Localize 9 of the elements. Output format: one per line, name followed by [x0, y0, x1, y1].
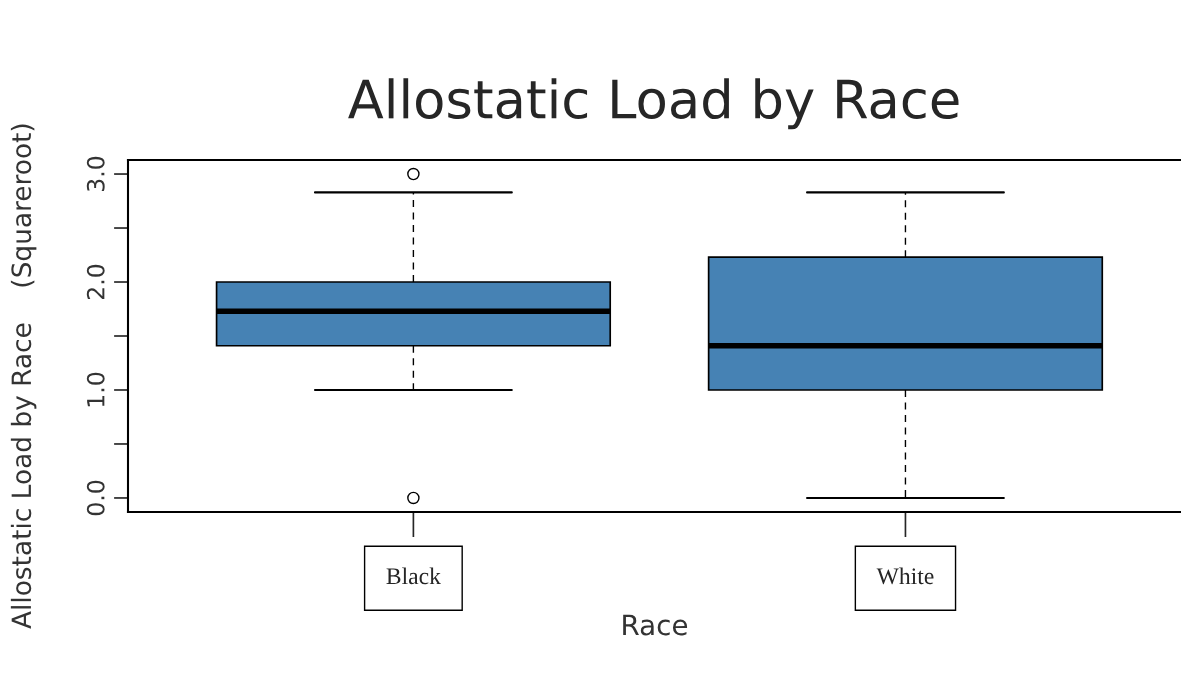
- y-tick-label: 1.0: [86, 372, 105, 407]
- y-axis-title: Allostatic Load by Race (Squareroot): [10, 124, 37, 629]
- x-tick-label: White: [876, 567, 934, 585]
- chart-title: Allostatic Load by Race: [348, 78, 959, 130]
- y-tick-label: 2.0: [86, 264, 105, 300]
- x-tick-label: Black: [386, 567, 441, 585]
- y-tick-label: 3.0: [86, 156, 105, 192]
- y-tick-label: 0.0: [86, 480, 105, 516]
- x-axis-title: Race: [623, 614, 688, 636]
